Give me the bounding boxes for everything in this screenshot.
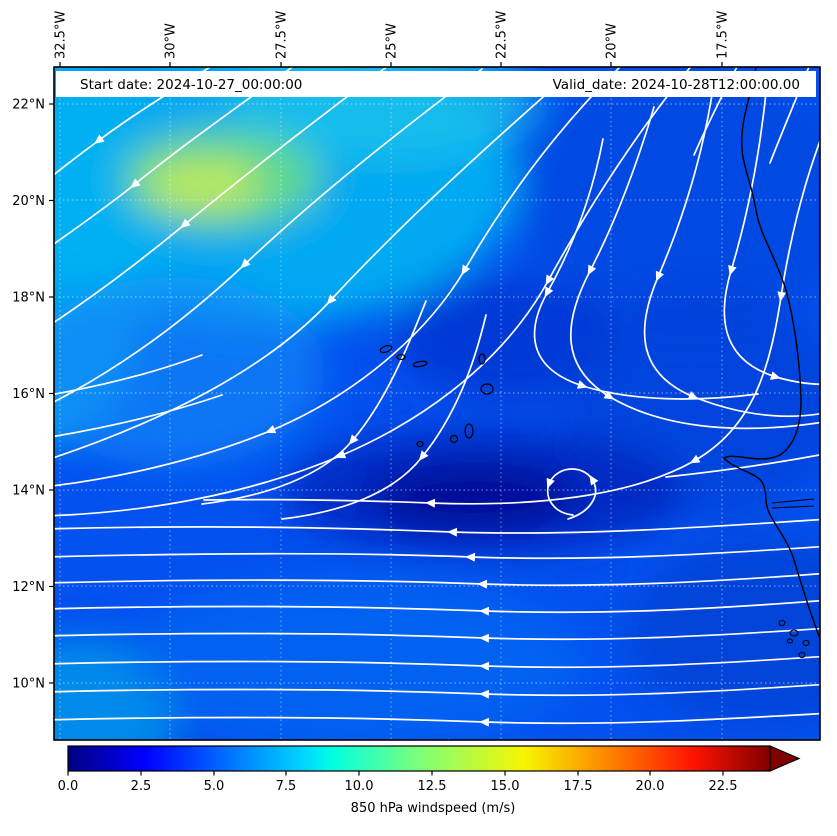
colorbar-tick-label: 0.0 xyxy=(58,779,79,794)
lon-tick-label: 32.5°W xyxy=(54,11,69,59)
map-panel xyxy=(54,67,820,740)
streamline xyxy=(54,655,820,671)
colorbar-tick-label: 7.5 xyxy=(276,779,297,794)
title-bar xyxy=(56,71,816,97)
colorbar-tick-label: 17.5 xyxy=(564,779,593,794)
streamline xyxy=(54,599,820,616)
bijagos-islands xyxy=(778,619,810,659)
streamline xyxy=(201,300,427,505)
streamline xyxy=(54,627,820,643)
lat-tick-label: 20°N xyxy=(12,194,45,209)
gambia-river xyxy=(771,498,815,509)
colorbar-tick-label: 22.5 xyxy=(709,779,738,794)
start-date-label: Start date: 2024-10-27_00:00:00 xyxy=(80,77,302,93)
streamline xyxy=(769,67,810,164)
colorbar-tick-label: 20.0 xyxy=(636,779,665,794)
colorbar: 0.0 2.5 5.0 7.5 10.0 12.5 15.0 17.5 20.0… xyxy=(58,745,801,816)
colorbar-tick-label: 5.0 xyxy=(204,779,225,794)
streamline xyxy=(281,314,487,520)
colorbar-tick-labels: 0.0 2.5 5.0 7.5 10.0 12.5 15.0 17.5 20.0… xyxy=(58,779,738,794)
lon-tick-labels: 32.5°W 30°W 27.5°W 25°W 22.5°W 20°W 17.5… xyxy=(54,11,731,59)
streamline xyxy=(54,68,483,403)
valid-date-label: Valid_date: 2024-10-28T12:00:00.00 xyxy=(553,77,800,93)
streamline xyxy=(286,738,450,740)
lon-tick-label: 30°W xyxy=(164,23,179,59)
streamline xyxy=(54,683,820,699)
lat-tick-labels: 22°N 20°N 18°N 16°N 14°N 12°N 10°N xyxy=(12,98,45,692)
lat-tick-label: 10°N xyxy=(12,677,45,692)
lat-tick-label: 22°N xyxy=(12,98,45,113)
colorbar-tick-label: 15.0 xyxy=(491,779,520,794)
lat-tick-label: 14°N xyxy=(12,484,45,499)
streamline xyxy=(54,394,223,438)
streamline xyxy=(54,518,820,537)
lat-tick-label: 16°N xyxy=(12,387,45,402)
colorbar-ticks xyxy=(67,771,724,776)
colorbar-tick-label: 10.0 xyxy=(345,779,374,794)
streamline xyxy=(203,138,820,508)
axis-ticks xyxy=(49,62,723,684)
colorbar-gradient xyxy=(67,745,771,772)
colorbar-extend-arrow xyxy=(769,745,801,772)
map-border xyxy=(53,66,821,741)
colorbar-tick-label: 2.5 xyxy=(131,779,152,794)
cape-verde-islands xyxy=(379,344,494,448)
lat-tick-label: 18°N xyxy=(12,291,45,306)
streamline xyxy=(54,712,820,727)
streamline xyxy=(54,67,389,324)
lat-tick-label: 12°N xyxy=(12,580,45,595)
lon-tick-label: 20°W xyxy=(605,23,620,59)
colorbar-label: 850 hPa windspeed (m/s) xyxy=(351,801,516,816)
streamline xyxy=(54,572,820,589)
streamline xyxy=(665,454,820,478)
streamline xyxy=(546,468,599,520)
coastline xyxy=(722,67,820,641)
lon-tick-label: 22.5°W xyxy=(495,11,510,59)
lon-tick-label: 17.5°W xyxy=(716,11,731,59)
colorbar-tick-label: 12.5 xyxy=(418,779,447,794)
streamline xyxy=(54,354,203,396)
africa-coastline xyxy=(722,67,820,641)
streamline xyxy=(54,545,820,562)
lon-tick-label: 27.5°W xyxy=(275,11,290,59)
lon-tick-label: 25°W xyxy=(385,23,400,59)
